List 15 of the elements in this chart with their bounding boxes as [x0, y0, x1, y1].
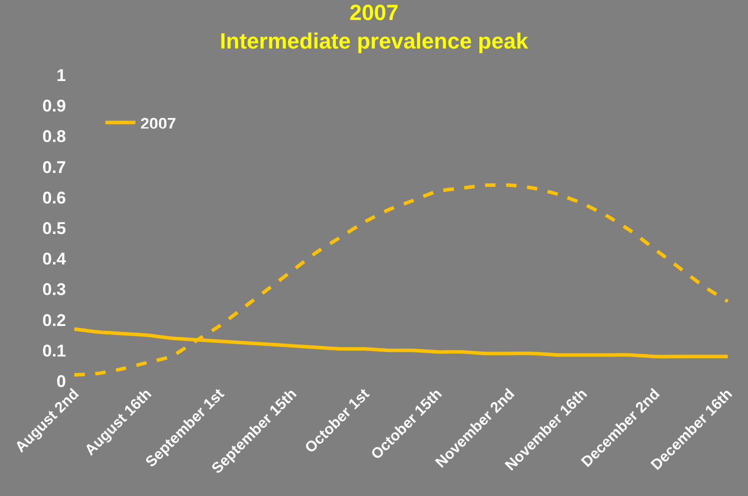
y-tick-label: 0.1	[42, 341, 66, 360]
y-tick-label: 0.2	[42, 310, 66, 330]
y-tick-label: 0.9	[42, 96, 66, 116]
line-series	[72, 183, 730, 377]
y-tick-label: 0.7	[42, 158, 66, 177]
chart-subtitle: Intermediate prevalence peak	[220, 28, 529, 54]
y-tick-label: 0.5	[42, 218, 66, 238]
chart-title: 2007	[350, 0, 398, 25]
y-tick-label: 0	[56, 372, 66, 391]
y-tick-label: 0.6	[42, 188, 66, 208]
y-tick-label: 0.8	[42, 127, 66, 146]
y-tick-label: 0.4	[42, 250, 67, 269]
legend-label: 2007	[140, 116, 176, 133]
y-tick-label: 0.3	[42, 280, 66, 300]
y-tick-label: 1	[56, 66, 66, 85]
